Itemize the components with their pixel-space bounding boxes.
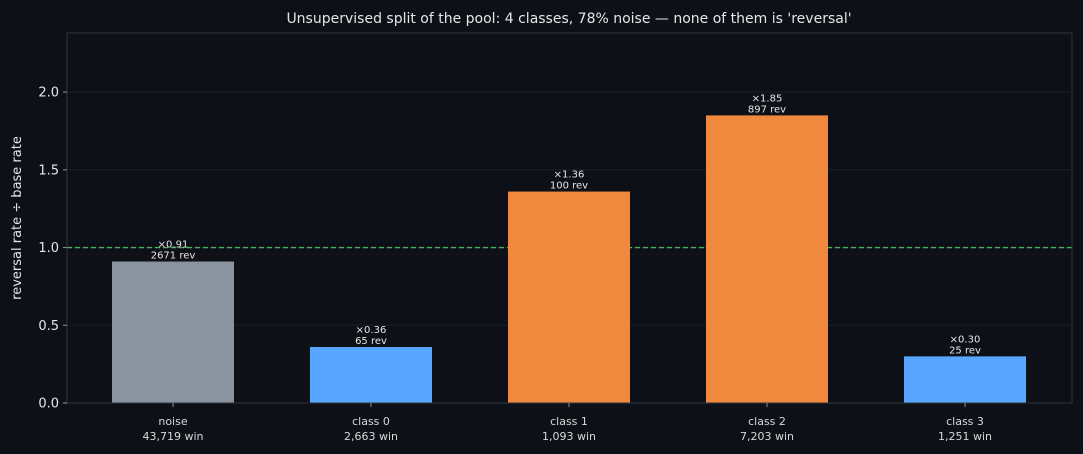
x-tick-sublabel: 7,203 win xyxy=(740,430,794,443)
x-tick-sublabel: 43,719 win xyxy=(142,430,203,443)
x-tick-sublabel: 2,663 win xyxy=(344,430,398,443)
count-label: 65 rev xyxy=(355,336,387,347)
bar-class-3 xyxy=(904,356,1026,403)
y-axis-label: reversal rate ÷ base rate xyxy=(10,136,25,300)
x-tick-label: class 1 xyxy=(550,415,588,428)
x-tick-label: class 2 xyxy=(748,415,786,428)
count-label: 25 rev xyxy=(949,345,981,356)
bar-class-0 xyxy=(310,347,432,403)
count-label: 100 rev xyxy=(550,181,588,192)
y-tick-label: 0.0 xyxy=(38,397,59,412)
count-label: 897 rev xyxy=(748,104,786,115)
bar-class-1 xyxy=(508,191,630,403)
y-ticks: 0.0 0.5 1.0 1.5 2.0 xyxy=(38,86,67,412)
y-tick-label: 1.0 xyxy=(38,241,59,256)
x-tick-label: noise xyxy=(158,415,187,428)
x-tick-sublabel: 1,093 win xyxy=(542,430,596,443)
value-label: ×0.36 xyxy=(356,325,387,336)
value-label: ×0.91 xyxy=(158,240,189,251)
y-tick-label: 0.5 xyxy=(38,319,59,334)
y-tick-label: 1.5 xyxy=(38,163,59,178)
bar-noise xyxy=(112,261,234,403)
value-label: ×1.36 xyxy=(554,170,585,181)
count-label: 2671 rev xyxy=(151,251,196,262)
x-ticks: noise 43,719 win class 0 2,663 win class 1 1,… xyxy=(142,403,992,443)
y-tick-label: 2.0 xyxy=(38,86,59,101)
bar-class-2 xyxy=(706,115,828,403)
x-tick-label: class 0 xyxy=(352,415,390,428)
value-label: ×0.30 xyxy=(950,334,981,345)
x-tick-sublabel: 1,251 win xyxy=(938,430,992,443)
bars xyxy=(112,115,1026,403)
x-tick-label: class 3 xyxy=(946,415,984,428)
value-label: ×1.85 xyxy=(752,93,783,104)
chart-title: Unsupervised split of the pool: 4 classe… xyxy=(286,11,851,27)
